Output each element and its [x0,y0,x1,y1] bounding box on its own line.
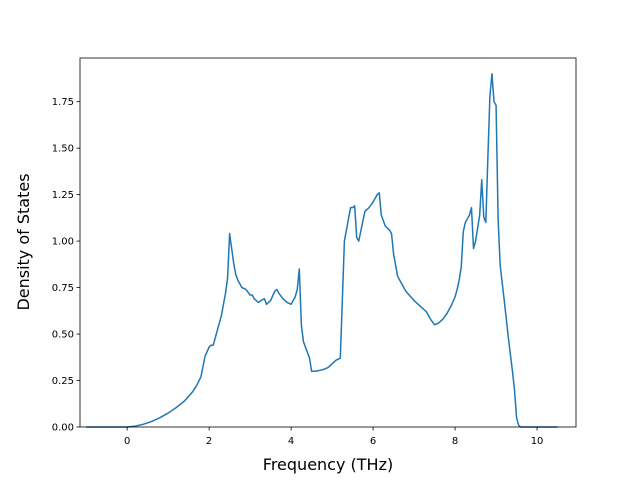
y-tick-label: 0.25 [52,376,74,387]
y-axis-title: Density of States [14,173,33,310]
y-tick-label: 0.00 [52,423,74,434]
x-axis: 0 2 4 6 8 10 [124,427,543,447]
y-tick-label: 1.25 [52,190,74,201]
series-line-0 [86,73,558,428]
y-axis: 0.00 0.25 0.50 0.75 1.00 1.25 1.50 1.75 [52,97,80,434]
x-tick-label: 2 [206,436,212,447]
y-tick-label: 1.00 [52,237,74,248]
y-tick-label: 1.75 [52,97,74,108]
x-tick-label: 10 [531,436,544,447]
line-layer [86,73,558,428]
x-tick-label: 6 [370,436,376,447]
x-tick-label: 8 [452,436,458,447]
y-tick-label: 0.50 [52,330,74,341]
x-axis-title: Frequency (THz) [263,455,393,474]
plot-frame [79,57,577,428]
plot-area [80,58,576,427]
x-tick-label: 0 [124,436,130,447]
y-tick-label: 1.50 [52,144,74,155]
x-tick-label: 4 [288,436,294,447]
y-tick-label: 0.75 [52,283,74,294]
